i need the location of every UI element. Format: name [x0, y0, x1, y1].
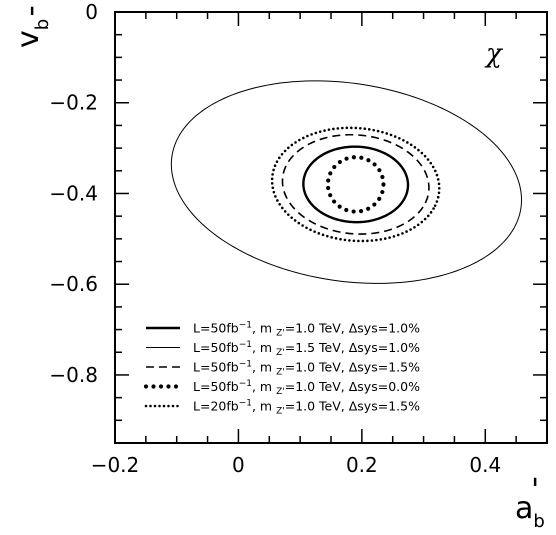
svg-text:vb: vb	[11, 19, 53, 48]
svg-text:': '	[28, 2, 36, 37]
legend-label: L=50fb−1, m Z'=1.0 TeV, Δsys=1.0%	[193, 321, 420, 339]
legend-label: L=50fb−1, m Z'=1.0 TeV, Δsys=1.5%	[193, 360, 420, 378]
x-axis-title: ab '	[515, 473, 545, 532]
y-tick-label: −0.6	[49, 272, 98, 296]
corner-annotation: χ	[484, 39, 504, 69]
contour-dotted	[325, 155, 386, 214]
legend: L=50fb−1, m Z'=1.0 TeV, Δsys=1.0%L=50fb−…	[143, 321, 420, 417]
y-tick-label: −0.2	[49, 91, 98, 115]
y-tick-label: 0	[85, 0, 98, 24]
x-tick-label: 0	[232, 453, 245, 477]
contour-dashed	[281, 133, 430, 235]
svg-text:ab: ab	[515, 491, 545, 532]
y-tick-label: −0.4	[49, 181, 98, 205]
svg-text:': '	[531, 473, 539, 508]
y-axis-title-main: v	[11, 30, 46, 48]
tick-labels: −0.2 0 0.2 0.4 0 −0.2 −0.4 −0.6 −0.8	[49, 0, 501, 477]
x-tick-label: 0.2	[346, 453, 378, 477]
contour-curves	[170, 80, 523, 284]
legend-label: L=50fb−1, m Z'=1.5 TeV, Δsys=1.0%	[193, 340, 420, 358]
x-tick-label: −0.2	[91, 453, 140, 477]
contour-solid-thin	[170, 80, 523, 284]
legend-label: L=20fb−1, m Z'=1.0 TeV, Δsys=1.5%	[193, 399, 420, 417]
x-tick-label: 0.4	[469, 453, 501, 477]
axis-ticks	[114, 11, 548, 444]
x-axis-title-main: a	[515, 491, 533, 526]
y-axis-title: vb '	[11, 2, 53, 48]
y-tick-label: −0.8	[49, 363, 98, 387]
contour-dash-dot	[270, 126, 441, 243]
contour-solid-thick	[302, 145, 410, 224]
legend-label: L=50fb−1, m Z'=1.0 TeV, Δsys=0.0%	[193, 379, 420, 397]
